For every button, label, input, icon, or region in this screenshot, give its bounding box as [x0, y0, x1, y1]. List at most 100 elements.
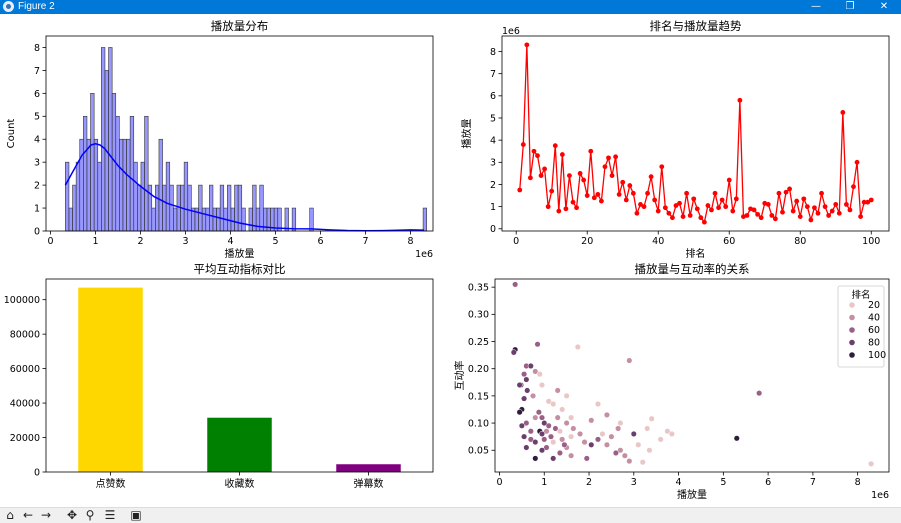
scatter-ytick-label: 0.30 [468, 310, 489, 321]
hist-bar [259, 184, 264, 232]
trend-point [652, 197, 658, 203]
trend-point [595, 192, 601, 197]
trend-point [840, 110, 846, 115]
scatter-point [521, 433, 528, 440]
scatter-xtick-label: 3 [631, 477, 637, 488]
hist-bar [241, 207, 246, 232]
trend-point [797, 214, 803, 219]
trend-point [538, 173, 544, 179]
trend-xtick-label: 80 [794, 236, 806, 247]
trend-point [854, 159, 860, 165]
scatter-point [554, 387, 561, 394]
hist-bar [75, 161, 81, 232]
maximize-button[interactable]: ❐ [845, 1, 855, 12]
hist-bar [183, 161, 189, 232]
metrics-ytick-label: 60000 [10, 364, 40, 375]
scatter-point [541, 436, 548, 443]
trend-point [520, 142, 526, 147]
trend-point [790, 208, 796, 214]
trend-point [567, 173, 572, 179]
trend-point [755, 211, 761, 217]
trend-y-offset: 1e6 [502, 26, 520, 37]
app-icon [3, 1, 14, 12]
trend-ylabel: 播放量 [460, 119, 473, 149]
hist-ytick-label: 2 [34, 181, 40, 192]
trend-point [588, 148, 594, 154]
metrics-xtick-label: 点赞数 [96, 477, 126, 490]
scatter-point [603, 441, 610, 448]
trend-point [829, 208, 835, 214]
trend-point [691, 196, 697, 202]
hist-bar [187, 184, 192, 232]
hist-bar [216, 207, 221, 232]
hist-bar [173, 207, 178, 232]
scatter-title: 播放量与互动率的关系 [635, 262, 750, 276]
zoom-icon[interactable]: ⚲ [85, 508, 95, 522]
hist-bar [198, 184, 203, 232]
trend-point [599, 198, 604, 204]
scatter-point [523, 420, 530, 427]
legend-marker [849, 314, 855, 321]
trend-point [542, 166, 548, 172]
close-button[interactable]: ✕ [879, 1, 889, 12]
scatter-point [603, 411, 610, 418]
trend-point [765, 202, 771, 207]
trend-point [865, 199, 871, 205]
hist-bar [162, 184, 167, 232]
trend-point [719, 197, 725, 203]
home-icon[interactable]: ⌂ [6, 508, 14, 522]
hist-bar [201, 207, 207, 232]
hist-bar [209, 184, 214, 232]
trend-ytick-label: 7 [490, 69, 496, 80]
trend-point [783, 189, 789, 195]
legend-marker [849, 327, 855, 333]
trend-point [524, 42, 530, 48]
hist-bar [79, 138, 84, 232]
hist-bar [284, 207, 289, 232]
scatter-point [570, 425, 577, 432]
scatter-point [583, 455, 590, 462]
scatter-point [552, 425, 559, 432]
scatter-point [621, 452, 628, 459]
trend-point [570, 199, 576, 205]
scatter-point [664, 428, 671, 435]
hist-bar [237, 184, 243, 232]
scatter-ytick-label: 0.15 [468, 391, 489, 402]
navigation-toolbar: ⌂ ← → ✥ ⚲ ☰ ▣ [0, 507, 901, 523]
trend-point [659, 164, 665, 170]
scatter-point [588, 441, 595, 448]
forward-arrow-icon[interactable]: → [40, 508, 52, 522]
configure-subplots-icon[interactable]: ☰ [104, 508, 116, 522]
hist-bar [122, 138, 127, 232]
trend-point [815, 210, 821, 216]
scatter-point [545, 398, 552, 405]
save-icon[interactable]: ▣ [130, 508, 142, 522]
scatter-point [532, 368, 539, 375]
trend-ytick-label: 8 [490, 47, 496, 58]
scatter-xtick-label: 8 [855, 477, 861, 488]
scatter-point [521, 371, 528, 378]
metrics-bar [78, 287, 143, 472]
hist-xtick-label: 1 [92, 236, 98, 247]
minimize-button[interactable]: — [811, 1, 821, 12]
scatter-point [646, 447, 653, 454]
legend-label: 20 [868, 300, 880, 311]
scatter-point [868, 460, 875, 467]
metrics-xtick-label: 弹幕数 [354, 477, 384, 490]
trend-point [687, 213, 693, 218]
scatter-ytick-label: 0.35 [468, 283, 489, 294]
hist-xtick-label: 4 [227, 236, 233, 247]
back-arrow-icon[interactable]: ← [22, 508, 34, 522]
trend-line [519, 44, 872, 224]
scatter-point [608, 433, 615, 440]
trend-point [851, 184, 856, 190]
scatter-point [563, 392, 570, 399]
pan-icon[interactable]: ✥ [66, 508, 78, 522]
scatter-point [510, 349, 517, 356]
scatter-point [512, 281, 519, 288]
scatter-point [532, 414, 539, 421]
figure-canvas: 播放量分布 0 1 2 3 4 5 6 7 8 0 1 2 3 4 5 6 7 8 播放量 Count 1e6 排名与播放量… [0, 14, 901, 507]
trend-point [819, 190, 824, 196]
scatter-point [644, 425, 651, 432]
